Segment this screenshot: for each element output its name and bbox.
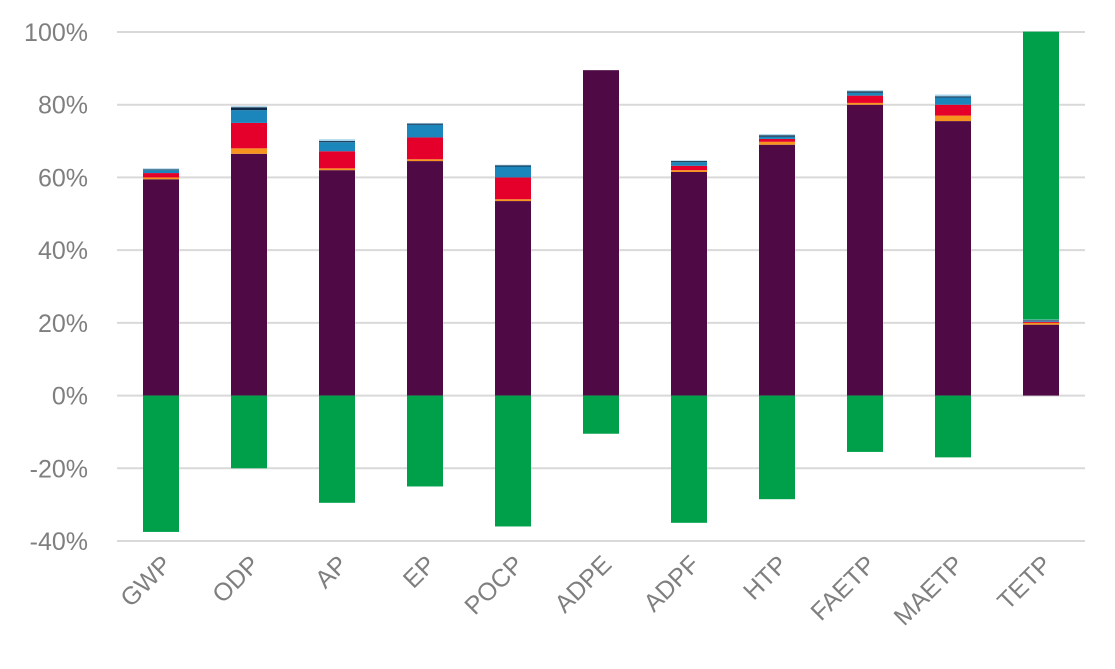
bar-segment — [319, 168, 355, 171]
bar-segment — [1023, 322, 1059, 325]
bar-segment — [935, 115, 971, 122]
x-axis-labels: GWP ODP AP EP POCP ADPE ADPF HTP FAETP MAETP TETP — [115, 550, 1057, 631]
bar-segment — [143, 173, 179, 178]
bar-segment — [143, 168, 179, 170]
bar-segment — [143, 177, 179, 180]
x-tick-label: EP — [398, 550, 441, 593]
bar-segment — [231, 395, 267, 469]
bar-segment — [935, 96, 971, 98]
bar-segment — [759, 136, 795, 139]
bar-segment — [583, 70, 619, 396]
bar-segment — [143, 169, 179, 171]
bar-segment — [759, 138, 795, 142]
bar-segment — [1023, 319, 1059, 321]
bar-segment — [407, 122, 443, 124]
bar-segment — [495, 177, 531, 200]
x-tick-label: ODP — [207, 550, 265, 608]
bar-segment — [319, 170, 355, 396]
x-tick-label: FAETP — [805, 550, 881, 626]
bar-segment — [231, 107, 267, 111]
bar-segment — [231, 153, 267, 396]
bar-segment — [143, 395, 179, 532]
bar-segment — [847, 102, 883, 105]
bar-segment — [671, 395, 707, 523]
bar-segment — [319, 139, 355, 142]
bar-segment — [935, 395, 971, 458]
bar-segment — [759, 134, 795, 136]
bar-segment — [319, 141, 355, 143]
bar-segment — [143, 170, 179, 174]
bar-segment — [847, 91, 883, 93]
x-tick-label: MAETP — [889, 550, 970, 631]
bar-segment — [671, 162, 707, 166]
bar-segment — [407, 137, 443, 160]
bar-segment — [847, 92, 883, 96]
bar-segment — [1023, 31, 1059, 320]
bar-segment — [847, 90, 883, 92]
bar-segment — [847, 95, 883, 103]
bar-segment — [407, 124, 443, 138]
y-tick-label: 0% — [52, 383, 88, 411]
bar-segment — [759, 395, 795, 500]
bar-segment — [671, 161, 707, 163]
bar-segment — [407, 161, 443, 396]
y-tick-label: 100% — [24, 19, 88, 47]
bar-segment — [407, 159, 443, 162]
x-tick-label: TETP — [992, 550, 1057, 615]
bar-segment — [671, 160, 707, 162]
bar-segment — [495, 164, 531, 166]
bar-segment — [935, 97, 971, 105]
bar-segment — [495, 165, 531, 167]
bar-segment — [671, 170, 707, 172]
bar-segment — [495, 201, 531, 396]
bar-segment — [1023, 320, 1059, 322]
bar-segment — [847, 395, 883, 452]
bar-segment — [407, 123, 443, 125]
bar-segment — [143, 179, 179, 396]
bar-segment — [319, 151, 355, 169]
bar-segment — [759, 144, 795, 396]
y-tick-label: -40% — [30, 528, 88, 556]
x-tick-label: AP — [310, 550, 353, 593]
bar-segment — [231, 148, 267, 154]
bar-segment — [1023, 321, 1059, 323]
x-tick-label: GWP — [115, 550, 177, 612]
bar-segment — [583, 395, 619, 434]
x-tick-label: ADPE — [549, 550, 617, 618]
bar-segment — [495, 166, 531, 178]
bar-segment — [231, 110, 267, 123]
bar-segment — [759, 135, 795, 137]
y-tick-label: 40% — [38, 237, 88, 265]
bar-segment — [231, 106, 267, 108]
x-tick-label: POCP — [459, 550, 529, 620]
bar-segment — [935, 121, 971, 396]
bar-segment — [1023, 324, 1059, 396]
y-tick-label: 80% — [38, 92, 88, 120]
x-tick-label: HTP — [738, 550, 793, 605]
bar-segment — [1023, 321, 1059, 322]
bar-segment — [407, 395, 443, 487]
bar-segment — [319, 395, 355, 503]
y-tick-label: 20% — [38, 310, 88, 338]
y-axis-ticks: -40% -20% 0% 20% 40% 60% 80% 100% — [24, 19, 88, 556]
y-tick-label: -20% — [30, 455, 88, 483]
bar-segment — [495, 395, 531, 527]
bar-segment — [935, 94, 971, 97]
y-tick-label: 60% — [38, 164, 88, 192]
bar-segment — [671, 165, 707, 171]
bar-segment — [231, 122, 267, 149]
bar-segment — [671, 171, 707, 396]
bar-segment — [759, 141, 795, 145]
bar-segment — [495, 199, 531, 202]
bars — [143, 31, 1059, 532]
bar-segment — [847, 104, 883, 396]
x-tick-label: ADPF — [638, 550, 705, 617]
bar-segment — [935, 104, 971, 116]
bar-segment — [319, 142, 355, 152]
